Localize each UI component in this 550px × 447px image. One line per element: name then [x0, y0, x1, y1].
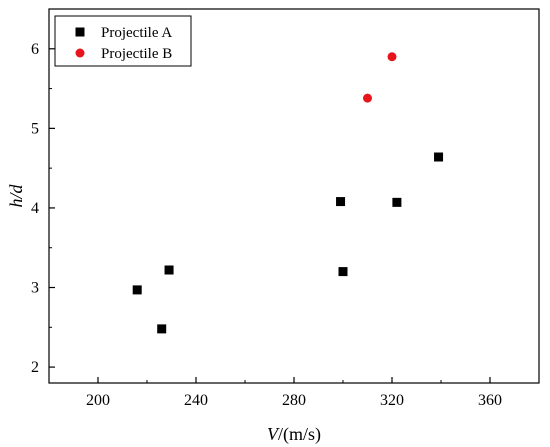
y-tick-label: 2	[31, 359, 39, 376]
data-point-projectile-a	[434, 152, 444, 162]
y-tick-label: 4	[31, 200, 39, 217]
data-points	[132, 52, 444, 334]
legend-marker-projectile-a	[75, 27, 85, 37]
data-point-projectile-a	[336, 197, 346, 207]
legend-marker-projectile-b	[75, 48, 85, 58]
x-tick-label: 240	[184, 392, 208, 409]
data-point-projectile-b	[387, 52, 397, 62]
y-tick-label: 6	[31, 41, 39, 58]
legend-box	[54, 15, 192, 67]
x-tick-label: 360	[478, 392, 502, 409]
x-tick-label: 320	[380, 392, 404, 409]
y-tick-label: 3	[31, 280, 39, 297]
legend: Projectile A Projectile B	[54, 15, 192, 67]
x-axis-title-variable: V	[267, 424, 280, 444]
y-axis: 2 3 4 5 6	[31, 41, 55, 376]
x-axis-title: V/(m/s)	[267, 424, 321, 445]
data-point-projectile-a	[157, 324, 167, 334]
data-point-projectile-b	[363, 93, 372, 103]
x-axis: 200 240 280 320 360	[86, 377, 502, 409]
y-tick-label: 5	[31, 120, 39, 137]
legend-label: Projectile A	[101, 25, 172, 41]
x-tick-label: 200	[86, 392, 110, 409]
data-point-projectile-a	[132, 285, 142, 295]
x-axis-title-unit: /(m/s)	[278, 424, 321, 445]
x-tick-label: 280	[282, 392, 306, 409]
data-point-projectile-a	[392, 197, 402, 207]
data-point-projectile-a	[164, 265, 174, 275]
legend-label: Projectile B	[101, 46, 172, 62]
y-axis-title: h/d	[6, 184, 26, 208]
data-point-projectile-a	[338, 267, 348, 277]
